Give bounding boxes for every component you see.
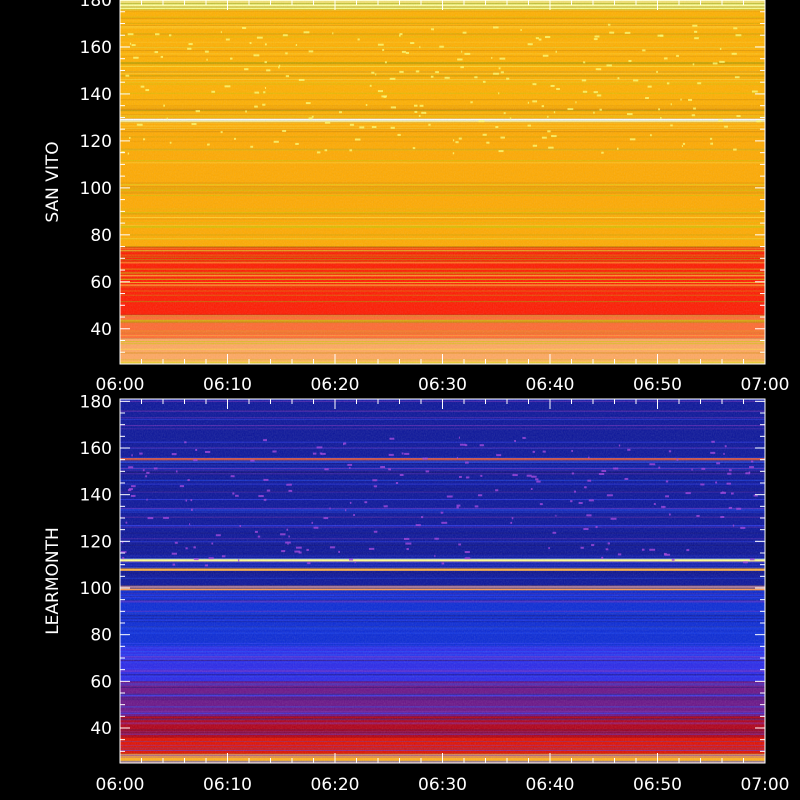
y-tick-label: 100 [80,179,112,199]
y-tick-label: 80 [90,626,112,646]
y-tick-label: 100 [80,579,112,599]
x-tick-label: 06:30 [418,375,467,395]
x-tick-label: 06:30 [418,775,467,795]
x-tick-label: 06:50 [633,375,682,395]
x-tick-label: 06:00 [96,775,145,795]
y-tick-label: 160 [80,38,112,58]
y-axis: 40 60 80 100 120 140 160 180 [80,392,765,764]
x-tick-label: 06:40 [526,775,575,795]
noise-overlay [120,0,765,364]
y-tick-label: 60 [90,672,112,692]
y-tick-label: 40 [90,320,112,340]
y-tick-label: 40 [90,719,112,739]
y-tick-label: 180 [80,392,112,412]
y-tick-label: 140 [80,85,112,105]
y-tick-label: 160 [80,439,112,459]
x-tick-label: 06:40 [526,375,575,395]
y-axis: 40 60 80 100 120 140 160 180 [80,0,765,365]
x-tick-label: 07:00 [741,775,790,795]
x-tick-label: 06:20 [311,775,360,795]
x-tick-label: 06:10 [203,375,252,395]
x-tick-label: 06:20 [311,375,360,395]
x-axis: 06:00 06:10 06:20 06:30 06:40 06:50 07:00 [96,0,790,395]
x-axis: 06:00 06:10 06:20 06:30 06:40 06:50 07:00 [96,399,790,795]
y-tick-label: 80 [90,226,112,246]
y-tick-label: 120 [80,132,112,152]
y-axis-label: LEARMONTH [43,527,63,635]
x-tick-label: 07:00 [741,375,790,395]
x-tick-label: 06:10 [203,775,252,795]
y-tick-label: 140 [80,486,112,506]
y-axis-label: SAN VITO [43,141,63,222]
y-tick-label: 180 [80,0,112,11]
y-tick-label: 120 [80,532,112,552]
y-tick-label: 60 [90,273,112,293]
x-tick-label: 06:50 [633,775,682,795]
noise-overlay [120,399,765,763]
x-tick-label: 06:00 [96,375,145,395]
